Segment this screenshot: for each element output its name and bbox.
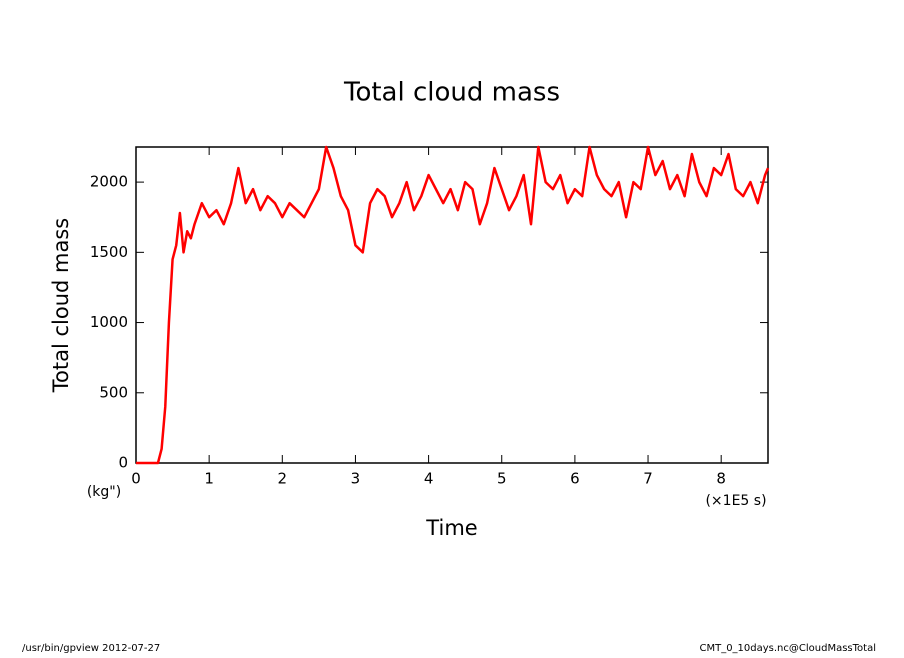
x-tick-label: 1 (204, 470, 214, 488)
data-line (136, 145, 770, 465)
y-tick-label: 2000 (90, 173, 128, 191)
x-tick-label: 4 (424, 470, 434, 488)
x-tick-label: 0 (131, 470, 141, 488)
x-axis-label: Time (425, 516, 477, 540)
y-unit: (kg") (87, 484, 121, 500)
x-tick-label: 7 (643, 470, 653, 488)
y-tick-label: 0 (118, 454, 128, 472)
y-tick-label: 1500 (90, 243, 128, 261)
footer-left: /usr/bin/gpview 2012-07-27 (22, 643, 160, 654)
x-unit: (×1E5 s) (705, 493, 766, 509)
x-tick-label: 6 (570, 470, 580, 488)
y-axis-label: Total cloud mass (49, 218, 73, 393)
footer-right: CMT_0_10days.nc@CloudMassTotal (699, 643, 876, 654)
y-tick-label: 1000 (90, 313, 128, 331)
x-tick-label: 8 (716, 470, 726, 488)
x-tick-label: 2 (278, 470, 288, 488)
x-tick-label: 5 (497, 470, 507, 488)
chart-title: Total cloud mass (343, 78, 560, 108)
x-tick-label: 3 (351, 470, 361, 488)
plot-frame (135, 146, 769, 464)
y-tick-label: 500 (99, 383, 128, 401)
